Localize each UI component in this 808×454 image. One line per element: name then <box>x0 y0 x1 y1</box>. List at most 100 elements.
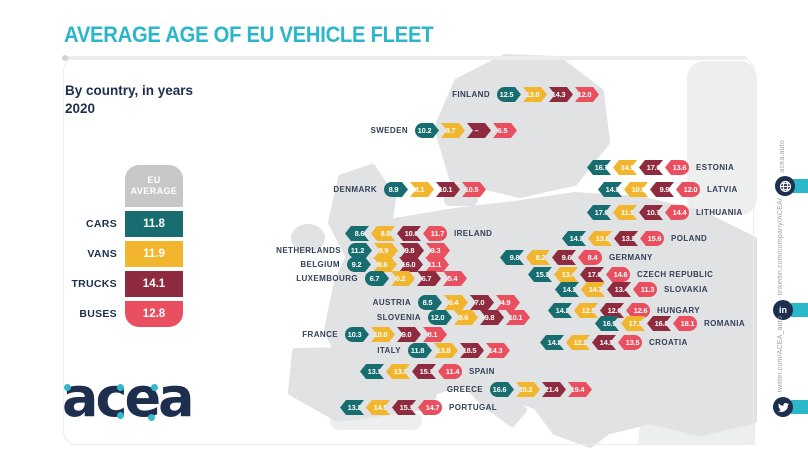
logo-dot <box>64 384 71 391</box>
bar-segment-trucks: 9.8 <box>480 310 504 325</box>
bar-segment-trucks: 14.5 <box>592 335 616 350</box>
legend-label-trucks: TRUCKS <box>71 278 117 290</box>
bar-segment-cars: 16.9 <box>595 316 619 331</box>
bar-segment-trucks: – <box>467 123 491 138</box>
legend-row-cars: CARS 11.8 <box>86 211 183 237</box>
bar-segment-cars: 14.3 <box>562 231 586 246</box>
page-title: AVERAGE AGE OF EU VEHICLE FLEET <box>64 22 434 47</box>
linkedin-icon[interactable]: in <box>773 300 793 320</box>
bar-segment-buses: 6.5 <box>493 123 517 138</box>
country-row-romania: 16.9 17.1 16.8 18.1 ROMANIA <box>595 316 745 331</box>
legend-row-trucks: TRUCKS 14.1 <box>71 271 183 297</box>
country-label: PORTUGAL <box>449 403 498 412</box>
bar-segment-buses: 14.3 <box>486 343 510 358</box>
bar-segment-vans: 6.4 <box>444 295 468 310</box>
bar-segment-trucks: 14.3 <box>549 87 573 102</box>
country-row-finland: 12.5 13.0 14.3 12.0 FINLAND <box>452 87 599 102</box>
website-url: acea.auto <box>779 140 786 173</box>
bar-segment-cars: 15.3 <box>528 267 552 282</box>
bar-segment-cars: 10.2 <box>415 123 439 138</box>
country-label: GREECE <box>446 385 483 394</box>
country-label: CZECH REPUBLIC <box>637 270 714 279</box>
bar-segment-trucks: 16.8 <box>647 316 671 331</box>
bar-segment-trucks: 9.8 <box>400 243 424 258</box>
bar-segment-vans: 8.6 <box>373 257 397 272</box>
eu-average-legend: EU AVERAGE CARS 11.8 VANS 11.9 TRUCKS 14… <box>71 165 183 327</box>
bar-segment-buses: 10.1 <box>506 310 530 325</box>
legend-value-cars: 11.8 <box>125 211 183 237</box>
logo-dot <box>151 384 158 391</box>
bar-segment-cars: 10.3 <box>345 327 369 342</box>
bar-segment-trucks: 12.6 <box>600 303 624 318</box>
bar-segment-cars: 9.2 <box>347 257 371 272</box>
legend-header-line2: AVERAGE <box>130 186 178 196</box>
bar-segment-cars: 14.3 <box>598 182 622 197</box>
bar-segment-buses: 14.7 <box>418 400 442 415</box>
bar-segment-trucks: 9.0 <box>397 327 421 342</box>
bar-segment-cars: 14.3 <box>555 282 579 297</box>
bar-segment-vans: 12.2 <box>566 335 590 350</box>
teal-strip <box>792 179 808 193</box>
bar-segment-buses: 10.5 <box>462 182 486 197</box>
bar-segment-cars: 13.2 <box>340 400 364 415</box>
country-label: IRELAND <box>454 229 493 238</box>
country-row-france: 10.3 10.0 9.0 8.1 FRANCE <box>302 327 447 342</box>
country-label: LITHUANIA <box>696 208 743 217</box>
bar-segment-cars: 14.8 <box>540 335 564 350</box>
bar-segment-cars: 16.7 <box>587 160 611 175</box>
twitter-icon[interactable] <box>773 397 793 417</box>
country-label: POLAND <box>671 234 708 243</box>
legend-value-vans: 11.9 <box>125 241 183 267</box>
acea-logo: acea <box>62 368 197 432</box>
country-label: ESTONIA <box>696 163 735 172</box>
bar-segment-trucks: 17.6 <box>639 160 663 175</box>
globe-icon[interactable] <box>775 176 795 196</box>
bar-segment-buses: 11.3 <box>633 282 657 297</box>
bar-segment-cars: 11.8 <box>408 343 432 358</box>
bar-segment-vans: 13.3 <box>386 364 410 379</box>
legend-header-line1: EU <box>147 174 161 185</box>
bar-segment-cars: 11.2 <box>348 243 372 258</box>
teal-strip <box>791 400 808 414</box>
country-label: FINLAND <box>452 90 490 99</box>
bar-segment-vans: 11.9 <box>613 205 637 220</box>
divider-dot <box>62 55 68 61</box>
bar-segment-cars: 12.0 <box>428 310 452 325</box>
subtitle-line1: By country, in years <box>65 83 194 98</box>
legend-label-cars: CARS <box>86 218 117 230</box>
country-row-latvia: 14.3 10.0 9.9 12.0 LATVIA <box>598 182 737 197</box>
bar-segment-vans: 9.6 <box>454 310 478 325</box>
bar-segment-vans: 13.8 <box>434 343 458 358</box>
bar-segment-vans: 14.9 <box>613 160 637 175</box>
country-row-croatia: 14.8 12.2 14.5 13.5 CROATIA <box>540 335 687 350</box>
bar-segment-vans: 12.5 <box>574 303 598 318</box>
bar-segment-buses: 19.4 <box>568 382 592 397</box>
bar-segment-vans: 6.2 <box>391 271 415 286</box>
country-row-hungary: 14.2 12.5 12.6 12.6 HUNGARY <box>548 303 700 318</box>
bar-segment-cars: 13.1 <box>360 364 384 379</box>
bar-segment-cars: 6.7 <box>365 271 389 286</box>
bar-segment-trucks: 13.4 <box>607 282 631 297</box>
bar-segment-trucks: 15.1 <box>412 364 436 379</box>
bar-segment-buses: 13.5 <box>618 335 642 350</box>
country-row-spain: 13.1 13.3 15.1 11.4 SPAIN <box>360 364 494 379</box>
legend-label-vans: VANS <box>87 248 117 260</box>
bar-segment-cars: 8.9 <box>384 182 408 197</box>
bar-segment-buses: 12.0 <box>575 87 599 102</box>
country-row-germany: 9.8 8.2 9.6 8.4 GERMANY <box>500 250 652 265</box>
bar-segment-buses: 11.1 <box>425 257 449 272</box>
bar-segment-buses: 4.9 <box>496 295 520 310</box>
legend-label-buses: BUSES <box>79 308 117 320</box>
country-row-greece: 16.6 20.2 21.4 19.4 GREECE <box>447 382 592 397</box>
logo-dot <box>148 414 155 421</box>
bar-segment-trucks: 9.6 <box>552 250 576 265</box>
country-row-belgium: 9.2 8.6 16.0 11.1 BELGIUM <box>300 257 449 272</box>
country-row-netherlands: 11.2 9.9 9.8 9.3 NETHERLANDS <box>276 243 450 258</box>
country-label: DENMARK <box>333 185 377 194</box>
country-label: LATVIA <box>707 185 738 194</box>
bar-segment-vans: 10.0 <box>624 182 648 197</box>
legend-value-trucks: 14.1 <box>125 271 183 297</box>
bar-segment-buses: 14.6 <box>606 267 630 282</box>
bar-segment-buses: 5.4 <box>443 271 467 286</box>
linkedin-url: linkedin.com/company/ACEA/ <box>777 197 784 295</box>
